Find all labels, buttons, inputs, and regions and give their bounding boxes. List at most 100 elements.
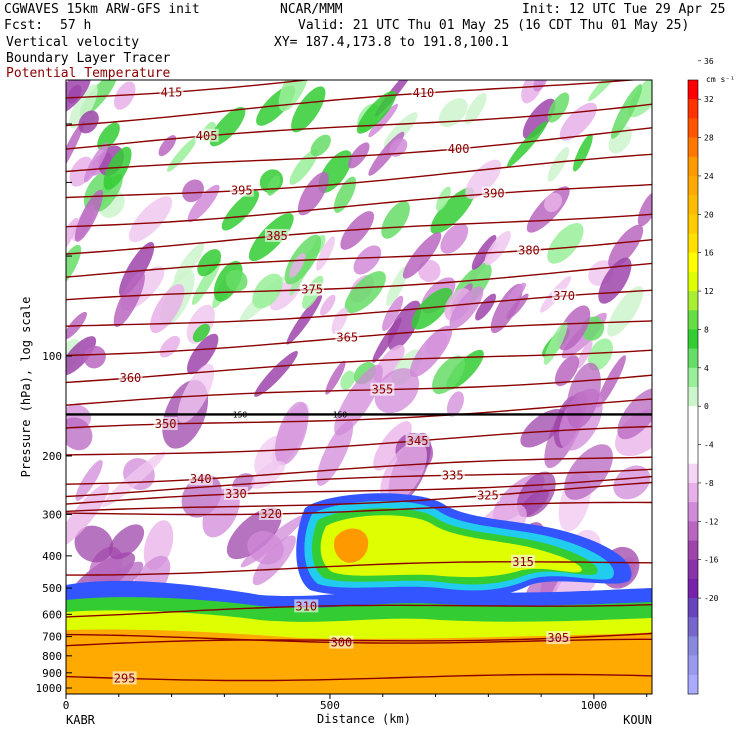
updraft-cell	[559, 102, 597, 141]
isentrope-label-bg	[511, 554, 536, 568]
isentrope-line	[66, 475, 652, 505]
updraft-cell	[381, 201, 410, 239]
updraft-cell	[430, 187, 475, 234]
updraft-cell	[449, 286, 484, 329]
updraft-cell	[187, 184, 220, 223]
x-tick-label: 1000	[581, 699, 608, 712]
colorbar-label: 16	[704, 249, 714, 258]
isentrope-label: 420	[377, 41, 399, 55]
updraft-cell	[372, 317, 402, 363]
downdraft-cell	[316, 420, 354, 486]
isentrope-label-bg	[481, 186, 506, 200]
colorbar-label: -20	[704, 594, 719, 603]
updraft-cell	[291, 86, 326, 133]
y-tick-label: 300	[42, 508, 62, 521]
updraft-cell	[83, 142, 109, 183]
isentrope-line	[66, 604, 652, 618]
updraft-cell	[221, 190, 260, 231]
colorbar-swatch	[688, 578, 698, 599]
model-title: CGWAVES 15km ARW-GFS init	[4, 2, 200, 17]
org-label: NCAR/MMM	[280, 2, 343, 17]
updraft-cell	[544, 192, 563, 213]
isentrope-line	[66, 262, 652, 301]
isentrope-line	[66, 153, 652, 199]
updraft-cell	[547, 146, 570, 182]
isentrope-label-bg	[475, 488, 500, 502]
isentrope-label-bg	[376, 41, 400, 54]
isentrope-line	[66, 103, 652, 150]
updraft-cell	[440, 223, 469, 254]
colorbar-label: -8	[704, 479, 714, 488]
downdraft-cell	[334, 364, 383, 436]
colorbar-swatch	[688, 310, 698, 330]
y-tick-label: 1000	[36, 682, 63, 695]
isentrope-contours: 295 300 305 310 315 320 325 330 335 340 345 350 355 3…	[66, 18, 652, 685]
x-axis-label: Distance (km)	[317, 712, 411, 726]
downdraft-cell	[373, 421, 412, 471]
updraft-cell	[66, 244, 82, 290]
y-tick-label: 800	[42, 650, 62, 663]
colorbar-swatch	[688, 502, 698, 522]
updraft-cell	[547, 222, 584, 264]
isentrope-label: 320	[260, 507, 282, 521]
downdraft-cell	[177, 363, 215, 423]
updraft-cell	[637, 191, 652, 227]
downdraft-cell	[374, 368, 420, 414]
convective-plume	[334, 528, 369, 563]
isentrope-label-bg	[229, 183, 254, 197]
isentrope-label: 410	[413, 86, 435, 100]
downdraft-cell	[446, 391, 464, 417]
isentrope-label: 370	[553, 289, 575, 303]
isentrope-label: 345	[407, 434, 429, 448]
colorbar-label: 28	[704, 134, 714, 143]
isentrope-line	[66, 561, 652, 576]
colorbar-swatch	[688, 521, 698, 541]
updraft-cell	[167, 137, 198, 172]
colorbar-swatch	[688, 195, 698, 215]
updraft-cell	[464, 92, 487, 125]
updraft-cell	[475, 293, 497, 321]
vertical-velocity-fill	[66, 80, 652, 694]
updraft-cell	[368, 103, 398, 138]
updraft-cell	[83, 345, 106, 369]
y-tick-label: 200	[42, 450, 62, 463]
isentrope-label: 365	[336, 331, 358, 345]
updraft-cell	[436, 186, 451, 212]
updraft-cell	[610, 84, 643, 139]
colorbar-swatch	[688, 137, 698, 158]
updraft-cell	[286, 294, 323, 345]
updraft-cell	[353, 245, 382, 275]
updraft-cell	[254, 350, 298, 397]
isentrope-label: 295	[114, 671, 136, 685]
updraft-cell	[484, 231, 511, 266]
updraft-cell	[344, 271, 386, 314]
colorbar-swatch	[688, 367, 698, 388]
isentrope-label-bg	[159, 85, 184, 99]
colorbar-label: 36	[704, 57, 714, 66]
downdraft-cell	[247, 531, 284, 565]
isentrope-label-bg	[223, 486, 248, 500]
updraft-cell	[356, 90, 397, 134]
colorbar-swatch	[688, 636, 698, 656]
updraft-cell	[158, 135, 177, 157]
colorbar-swatch	[688, 406, 698, 426]
isentrope-label-bg	[118, 371, 143, 385]
updraft-cell	[554, 355, 580, 387]
y-tick-label: 400	[42, 550, 62, 563]
y-tick-label: 600	[42, 608, 62, 621]
isentrope-line	[66, 425, 652, 456]
y-axis-label: Pressure (hPa), log scale	[19, 297, 33, 478]
downdraft-cell	[613, 465, 651, 500]
isentrope-line	[66, 18, 652, 69]
colorbar-swatch	[688, 118, 698, 138]
isentrope-label-bg	[552, 288, 577, 302]
valid-time: Valid: 21 UTC Thu 01 May 25 (16 CDT Thu …	[298, 18, 690, 33]
tropopause-label: 150	[233, 410, 248, 419]
isentrope-line	[66, 127, 652, 173]
updraft-cell	[74, 189, 104, 242]
isentrope-label-bg	[440, 468, 465, 482]
downdraft-cell	[519, 488, 550, 518]
updraft-cell	[119, 241, 155, 297]
isentrope-label-bg	[335, 330, 360, 344]
